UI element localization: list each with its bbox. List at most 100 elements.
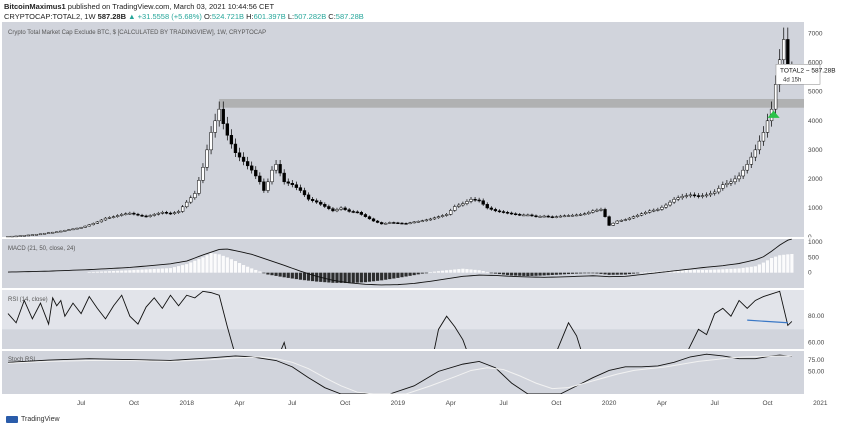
macd-histogram-bar bbox=[611, 272, 615, 275]
candle-body bbox=[290, 183, 294, 185]
macd-histogram-bar bbox=[290, 272, 294, 279]
candle-body bbox=[631, 216, 636, 219]
macd-histogram-bar bbox=[790, 254, 794, 273]
candle-body bbox=[132, 212, 136, 215]
candle-body bbox=[595, 209, 599, 212]
tradingview-logo-icon bbox=[6, 416, 18, 423]
candle-body bbox=[367, 216, 372, 220]
candle-body bbox=[509, 212, 514, 215]
candle-body bbox=[286, 181, 290, 184]
candle-body bbox=[664, 204, 668, 208]
macd-y-tick: 1000 bbox=[808, 239, 823, 246]
macd-histogram-bar bbox=[359, 272, 363, 283]
macd-histogram-bar bbox=[225, 257, 229, 273]
candle-body bbox=[359, 212, 364, 215]
candle-body bbox=[14, 235, 18, 238]
candle-body bbox=[327, 206, 331, 209]
macd-histogram-bar bbox=[753, 266, 757, 273]
candle-body bbox=[652, 209, 656, 212]
macd-histogram-bar bbox=[782, 254, 786, 273]
macd-histogram-bar bbox=[481, 271, 485, 273]
candle-body bbox=[335, 209, 339, 212]
macd-histogram-bar bbox=[445, 270, 449, 273]
macd-histogram-bar bbox=[778, 255, 782, 273]
candle-body bbox=[765, 120, 770, 133]
macd-histogram-bar bbox=[189, 262, 193, 273]
macd-histogram-bar bbox=[704, 269, 709, 273]
x-tick-label: Apr bbox=[234, 400, 245, 407]
candle-body bbox=[505, 212, 510, 214]
candle-body bbox=[412, 221, 416, 224]
candle-body bbox=[579, 214, 583, 216]
candle-body bbox=[209, 132, 213, 151]
macd-histogram-bar bbox=[769, 257, 774, 273]
candle-body bbox=[278, 164, 282, 174]
macd-histogram-bar bbox=[676, 270, 680, 273]
macd-histogram-bar bbox=[408, 272, 412, 276]
macd-histogram-bar bbox=[363, 272, 368, 283]
macd-histogram-bar bbox=[103, 271, 108, 273]
macd-histogram-bar bbox=[185, 264, 189, 273]
macd-histogram-bar bbox=[424, 272, 428, 274]
candle-body bbox=[225, 123, 229, 136]
macd-histogram-bar bbox=[546, 272, 550, 276]
x-tick-label: Jul bbox=[288, 400, 297, 407]
candle-body bbox=[38, 233, 43, 236]
macd-histogram-bar bbox=[786, 254, 790, 273]
candle-body bbox=[733, 178, 737, 183]
price-axis-area bbox=[804, 22, 850, 414]
candle-body bbox=[753, 149, 757, 158]
candle-body bbox=[388, 222, 392, 224]
candle-body bbox=[635, 214, 640, 217]
up-arrow-icon: ▲ bbox=[128, 12, 136, 21]
macd-histogram-bar bbox=[205, 255, 209, 273]
macd-histogram-bar bbox=[311, 272, 315, 282]
candle-body bbox=[680, 196, 684, 199]
macd-histogram-bar bbox=[343, 272, 347, 284]
candle-body bbox=[761, 132, 766, 142]
macd-histogram-bar bbox=[713, 269, 717, 273]
chart-canvas[interactable]: Crypto Total Market Cap Exclude BTC, $ [… bbox=[0, 22, 850, 414]
x-tick-label: Oct bbox=[762, 400, 772, 407]
macd-histogram-bar bbox=[603, 272, 607, 275]
macd-histogram-bar bbox=[152, 268, 156, 273]
macd-histogram-bar bbox=[420, 272, 424, 274]
candle-body bbox=[729, 181, 733, 184]
candle-body bbox=[420, 220, 424, 222]
candle-body bbox=[644, 212, 648, 215]
x-tick-label: Apr bbox=[446, 400, 457, 407]
candle-body bbox=[213, 120, 217, 133]
macd-histogram-bar bbox=[388, 272, 392, 280]
macd-histogram-bar bbox=[193, 260, 197, 273]
candle-body bbox=[404, 223, 408, 225]
candle-body bbox=[627, 217, 632, 220]
macd-histogram-bar bbox=[696, 269, 701, 273]
green-arrow-icon bbox=[767, 110, 780, 118]
candle-body bbox=[623, 219, 628, 221]
macd-histogram-bar bbox=[392, 272, 396, 279]
price-tag-box bbox=[775, 63, 821, 85]
candle-body bbox=[266, 181, 270, 191]
candle-body bbox=[26, 234, 30, 237]
macd-histogram-bar bbox=[331, 272, 335, 283]
price-tag-countdown: 4d 15h bbox=[783, 77, 801, 83]
candle-body bbox=[168, 212, 173, 215]
macd-histogram-bar bbox=[757, 264, 761, 273]
macd-histogram-bar bbox=[526, 272, 530, 277]
candle-body bbox=[583, 213, 587, 216]
macd-histogram-bar bbox=[607, 272, 611, 275]
candle-body bbox=[10, 235, 14, 238]
candle-body bbox=[51, 231, 55, 234]
macd-histogram-bar bbox=[721, 269, 725, 273]
macd-histogram-bar bbox=[241, 265, 246, 273]
candle-body bbox=[339, 207, 343, 210]
macd-histogram-bar bbox=[725, 269, 729, 273]
candle-body bbox=[566, 215, 571, 217]
candle-body bbox=[501, 211, 506, 213]
macd-histogram-bar bbox=[684, 270, 688, 273]
candle-body bbox=[282, 172, 286, 183]
macd-histogram-bar bbox=[306, 272, 311, 281]
candle-body bbox=[392, 222, 396, 224]
macd-histogram-bar bbox=[648, 272, 652, 273]
macd-histogram-bar bbox=[213, 253, 217, 273]
